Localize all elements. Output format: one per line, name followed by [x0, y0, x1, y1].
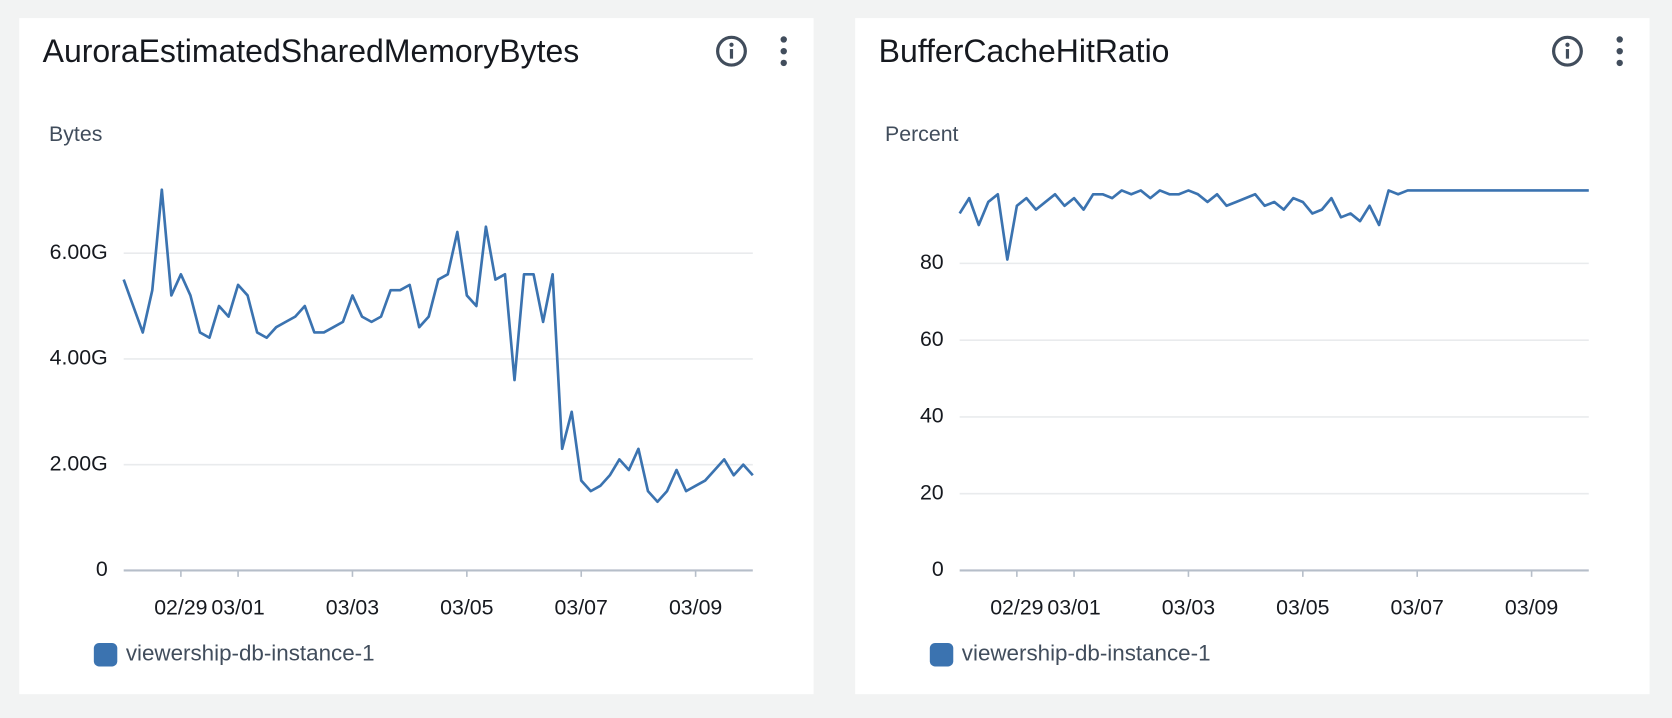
- legend-label: viewership-db-instance-1: [126, 641, 375, 666]
- info-icon[interactable]: [1551, 35, 1583, 67]
- series-line: [958, 189, 1589, 261]
- dashboard-content: AuroraEstimatedSharedMemoryBytes Bytes 0 2.…: [19, 18, 1650, 695]
- widget: AuroraEstimatedSharedMemoryBytes Bytes 0 2.…: [19, 18, 814, 695]
- info-icon[interactable]: [716, 35, 747, 67]
- x-tick-label: 03/09: [669, 595, 722, 619]
- legend-label: viewership-db-instance-1: [962, 641, 1211, 666]
- y-tick-label: 60: [920, 327, 944, 351]
- widget-panel: [19, 18, 814, 695]
- y-tick-label: 4.00G: [50, 346, 108, 370]
- y-tick-label: 0: [932, 557, 944, 581]
- x-tick-label: 03/09: [1505, 595, 1558, 619]
- x-tick-label: 03/01: [211, 595, 264, 619]
- x-tick-label: 03/05: [440, 595, 493, 619]
- y-axis-label: Percent: [885, 122, 959, 146]
- x-tick-label: 03/07: [1391, 595, 1444, 619]
- x-tick-label: 03/07: [555, 595, 608, 619]
- x-tick-label: 03/03: [1162, 595, 1215, 619]
- x-tick-label: 02/29: [990, 595, 1043, 619]
- widget: BufferCacheHitRatio Percent 0 20 40 60 80 02/29…: [855, 18, 1650, 695]
- y-tick-label: 80: [920, 250, 944, 274]
- x-tick-label: 03/03: [326, 595, 379, 619]
- y-tick-label: 6.00G: [50, 240, 108, 264]
- more-menu[interactable]: [1616, 36, 1623, 67]
- y-tick-label: 2.00G: [50, 451, 108, 475]
- x-tick-label: 03/01: [1047, 595, 1100, 619]
- widget-title: AuroraEstimatedSharedMemoryBytes: [43, 33, 580, 69]
- legend-swatch: [929, 642, 954, 667]
- y-axis-label: Bytes: [49, 122, 102, 146]
- y-tick-label: 0: [96, 557, 108, 581]
- legend-swatch: [93, 642, 118, 667]
- more-menu[interactable]: [780, 36, 787, 67]
- y-tick-label: 40: [920, 404, 944, 428]
- x-tick-label: 03/05: [1276, 595, 1329, 619]
- widget-title: BufferCacheHitRatio: [879, 33, 1170, 69]
- y-tick-label: 20: [920, 480, 944, 504]
- series-line: [122, 188, 754, 504]
- x-tick-label: 02/29: [154, 595, 207, 619]
- widget-panel: [855, 18, 1650, 695]
